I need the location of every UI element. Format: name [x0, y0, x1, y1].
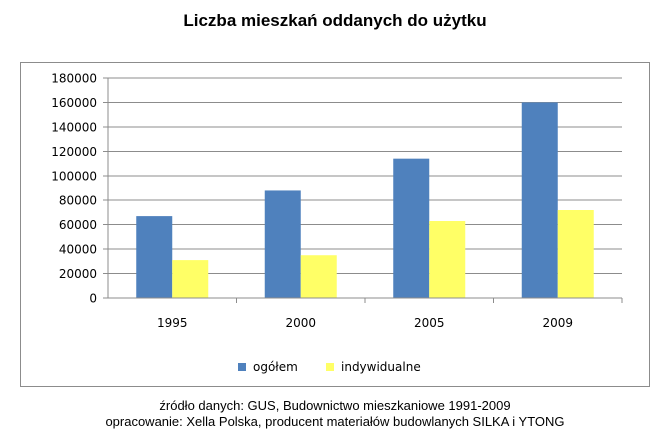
bar-ogółem-2005 — [393, 158, 430, 298]
bar-indywidualne-2009 — [557, 210, 594, 298]
y-tick-label-120000: 120000 — [51, 145, 97, 159]
bar-indywidualne-2000 — [300, 255, 337, 298]
y-tick-label-0: 0 — [89, 292, 97, 306]
x-tick-label-1995: 1995 — [157, 316, 188, 330]
bar-ogółem-2009 — [521, 102, 558, 298]
legend-swatch-ogolem — [238, 363, 246, 371]
legend-item-indywidualne: indywidualne — [326, 360, 421, 374]
x-tick-label-2009: 2009 — [542, 316, 573, 330]
legend-item-ogolem: ogółem — [238, 360, 298, 374]
chart-legend: ogółem indywidualne — [0, 360, 670, 376]
chart-title: Liczba mieszkań oddanych do użytku — [183, 11, 487, 30]
author-note: opracowanie: Xella Polska, producent mat… — [105, 414, 565, 429]
y-tick-label-100000: 100000 — [51, 169, 97, 183]
legend-label-indywidualne: indywidualne — [341, 360, 421, 374]
bar-indywidualne-1995 — [172, 260, 209, 298]
legend-swatch-indywidualne — [326, 363, 334, 371]
x-tick-label-2005: 2005 — [414, 316, 445, 330]
y-tick-label-40000: 40000 — [59, 243, 97, 257]
y-tick-label-160000: 160000 — [51, 96, 97, 110]
bar-ogółem-1995 — [136, 216, 173, 298]
bar-ogółem-2000 — [264, 190, 301, 298]
x-tick-label-2000: 2000 — [285, 316, 316, 330]
bar-indywidualne-2005 — [429, 221, 466, 298]
source-note: źródło danych: GUS, Budownictwo mieszkan… — [159, 398, 511, 413]
y-tick-label-20000: 20000 — [59, 267, 97, 281]
legend-label-ogolem: ogółem — [253, 360, 298, 374]
y-tick-label-180000: 180000 — [51, 72, 97, 86]
y-tick-label-140000: 140000 — [51, 120, 97, 134]
y-tick-label-60000: 60000 — [59, 218, 97, 232]
y-tick-label-80000: 80000 — [59, 194, 97, 208]
